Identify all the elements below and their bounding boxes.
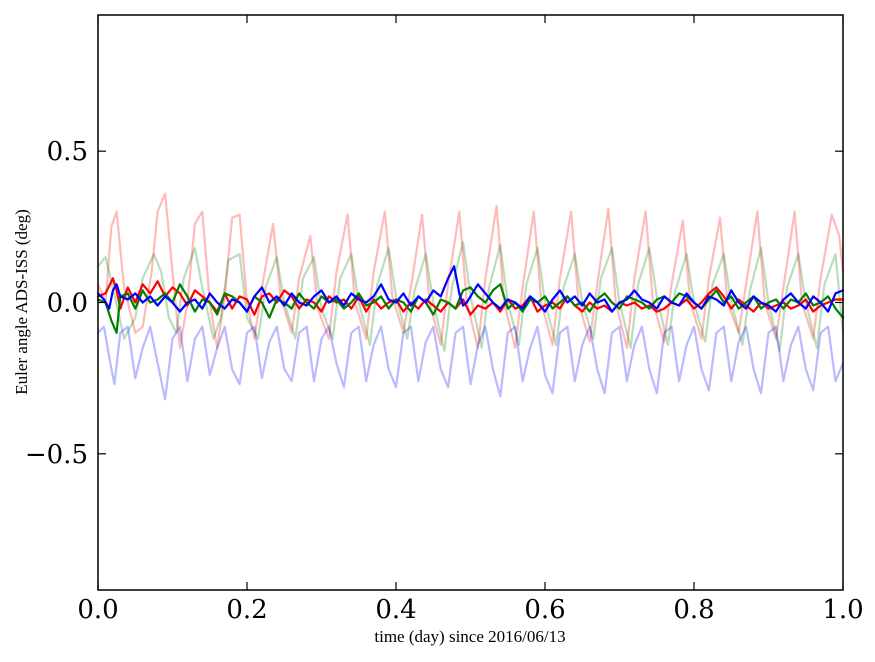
x-tick-label: 0.0 bbox=[77, 595, 118, 625]
x-axis-ticks: 0.0 0.2 0.4 0.6 0.8 1.0 bbox=[77, 15, 864, 625]
x-tick-label: 1.0 bbox=[822, 595, 863, 625]
x-tick-label: 0.8 bbox=[673, 595, 714, 625]
y-axis-ticks: −0.5 0.0 0.5 bbox=[25, 137, 843, 470]
x-tick-label: 0.4 bbox=[375, 595, 416, 625]
series-line-1-faint bbox=[96, 240, 845, 352]
series-line-4-solid bbox=[96, 283, 845, 334]
solid-series-group bbox=[96, 265, 845, 334]
series-line-5-solid bbox=[96, 265, 845, 313]
y-tick-label: 0.5 bbox=[47, 137, 88, 167]
x-tick-label: 0.2 bbox=[226, 595, 267, 625]
y-tick-label: −0.5 bbox=[25, 440, 88, 470]
y-tick-label: 0.0 bbox=[47, 289, 88, 319]
series-line-2-faint bbox=[96, 325, 845, 401]
x-tick-label: 0.6 bbox=[524, 595, 565, 625]
x-axis-label: time (day) since 2016/06/13 bbox=[374, 627, 565, 646]
faint-series-group bbox=[96, 192, 845, 401]
series-line-0-faint bbox=[96, 192, 845, 349]
series-line-3-solid bbox=[96, 277, 845, 316]
y-axis-label: Euler angle ADS-ISS (deg) bbox=[12, 209, 31, 395]
